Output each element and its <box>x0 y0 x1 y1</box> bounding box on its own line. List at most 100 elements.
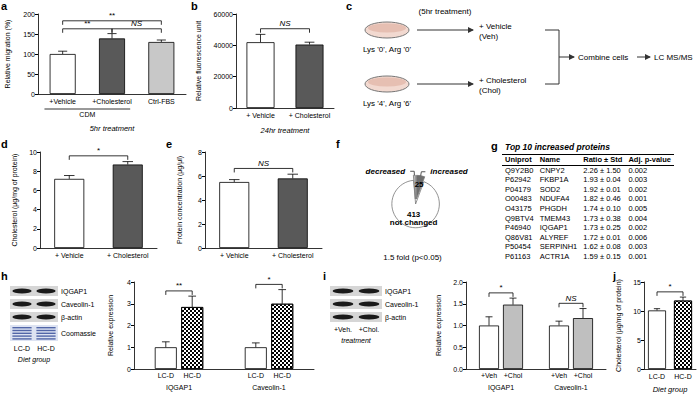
svg-text:+ Cholesterol: + Cholesterol <box>107 252 149 259</box>
svg-text:2: 2 <box>127 322 131 329</box>
svg-text:LC MS/MS: LC MS/MS <box>654 53 693 62</box>
svg-text:1: 1 <box>127 344 131 351</box>
svg-text:*: * <box>97 146 100 155</box>
svg-text:1.0: 1.0 <box>453 322 463 329</box>
svg-text:0: 0 <box>229 105 233 112</box>
svg-text:HC-D: HC-D <box>273 372 291 379</box>
svg-text:decreased: decreased <box>366 167 407 176</box>
svg-text:0: 0 <box>31 91 35 98</box>
svg-text:+Chol: +Chol <box>574 372 593 379</box>
svg-text:+ Vehicle: + Vehicle <box>55 252 84 259</box>
svg-text:LC-D: LC-D <box>14 345 30 352</box>
svg-text:*: * <box>267 275 270 284</box>
svg-text:3: 3 <box>127 300 131 307</box>
svg-text:NS: NS <box>279 19 291 28</box>
svg-text:0: 0 <box>198 245 202 252</box>
svg-text:0: 0 <box>127 366 131 373</box>
svg-text:treatment: treatment <box>341 337 372 344</box>
svg-text:0.5: 0.5 <box>453 344 463 351</box>
svg-text:+Veh: +Veh <box>551 372 567 379</box>
svg-text:β-actin: β-actin <box>385 314 406 322</box>
svg-text:not changed: not changed <box>390 218 438 227</box>
svg-text:NS: NS <box>131 19 143 28</box>
svg-text:increased: increased <box>430 167 468 176</box>
svg-text:+ Cholesterol: + Cholesterol <box>289 112 331 119</box>
svg-text:NS: NS <box>258 159 270 168</box>
svg-text:β-actin: β-actin <box>61 314 82 322</box>
svg-text:2: 2 <box>198 221 202 228</box>
svg-text:Relative migration (%): Relative migration (%) <box>4 20 12 89</box>
svg-text:Cholesterol (μg/mg of protein): Cholesterol (μg/mg of protein) <box>615 279 623 372</box>
svg-text:10: 10 <box>29 149 37 156</box>
svg-text:IQGAP1: IQGAP1 <box>385 288 411 296</box>
svg-text:2: 2 <box>33 225 37 232</box>
svg-text:40000: 40000 <box>214 42 234 49</box>
svg-text:*: * <box>499 283 502 292</box>
svg-text:4: 4 <box>127 279 131 286</box>
svg-text:Lys '4', Arg '6': Lys '4', Arg '6' <box>363 99 412 108</box>
svg-text:+Veh: +Veh <box>481 372 497 379</box>
svg-text:15: 15 <box>633 279 641 286</box>
svg-text:25: 25 <box>415 180 424 189</box>
svg-text:Caveolin-1: Caveolin-1 <box>61 301 95 308</box>
svg-text:HC-D: HC-D <box>183 372 201 379</box>
svg-text:LC-D: LC-D <box>649 373 665 380</box>
svg-text:4: 4 <box>198 197 202 204</box>
svg-text:IQGAP1: IQGAP1 <box>61 288 87 296</box>
svg-text:Relative fluorescence unit: Relative fluorescence unit <box>195 21 202 101</box>
svg-text:+Chol.: +Chol. <box>359 326 379 333</box>
svg-text:8: 8 <box>198 149 202 156</box>
svg-text:200: 200 <box>23 11 35 18</box>
svg-text:Relative expression: Relative expression <box>107 295 115 356</box>
svg-text:HC-D: HC-D <box>37 345 55 352</box>
svg-text:HC-D: HC-D <box>674 373 692 380</box>
svg-text:+ Vehicle: + Vehicle <box>220 252 249 259</box>
svg-text:Caveolin-1: Caveolin-1 <box>252 384 286 391</box>
svg-text:24hr treatment: 24hr treatment <box>260 126 311 135</box>
svg-text:CDM: CDM <box>79 111 95 118</box>
svg-text:0: 0 <box>33 245 37 252</box>
svg-text:+Chol: +Chol <box>504 372 523 379</box>
svg-text:LC-D: LC-D <box>248 372 264 379</box>
svg-text:100: 100 <box>23 51 35 58</box>
svg-text:Ctrl-FBS: Ctrl-FBS <box>148 98 175 105</box>
svg-text:6: 6 <box>198 173 202 180</box>
svg-text:5hr treatment: 5hr treatment <box>90 124 136 133</box>
svg-text:1.5: 1.5 <box>453 300 463 307</box>
svg-text:+Vehicle: +Vehicle <box>49 98 76 105</box>
svg-text:+ Cholesterol: + Cholesterol <box>479 76 527 85</box>
svg-text:(5hr treatment): (5hr treatment) <box>419 7 472 16</box>
svg-text:*: * <box>668 282 671 291</box>
svg-text:+ Cholesterol: + Cholesterol <box>272 252 314 259</box>
svg-text:Caveolin-1: Caveolin-1 <box>554 384 588 391</box>
svg-text:2.0: 2.0 <box>453 279 463 286</box>
svg-text:Diet group: Diet group <box>653 385 688 394</box>
svg-text:5: 5 <box>637 337 641 344</box>
svg-text:Relative expression: Relative expression <box>435 295 443 356</box>
svg-text:(Veh): (Veh) <box>479 32 498 41</box>
svg-text:60000: 60000 <box>214 11 234 18</box>
svg-text:20000: 20000 <box>214 73 234 80</box>
svg-text:IQGAP1: IQGAP1 <box>488 384 514 392</box>
svg-text:Protein concentration (μg/μl): Protein concentration (μg/μl) <box>176 156 184 244</box>
svg-text:IQGAP1: IQGAP1 <box>166 384 192 392</box>
svg-text:Combine cells: Combine cells <box>578 53 628 62</box>
svg-text:0: 0 <box>637 366 641 373</box>
svg-text:50: 50 <box>27 71 35 78</box>
svg-text:Caveolin-1: Caveolin-1 <box>385 301 419 308</box>
svg-text:(Chol): (Chol) <box>479 86 501 95</box>
svg-text:+Cholesterol: +Cholesterol <box>92 98 132 105</box>
svg-text:Coomassie: Coomassie <box>61 330 96 337</box>
svg-text:Cholesterol (μg/mg of protein): Cholesterol (μg/mg of protein) <box>11 154 19 247</box>
svg-text:+ Vehicle: + Vehicle <box>479 22 512 31</box>
svg-text:+ Vehicle: + Vehicle <box>246 112 275 119</box>
svg-text:Lys '0', Arg '0': Lys '0', Arg '0' <box>363 45 412 54</box>
svg-text:150: 150 <box>23 31 35 38</box>
svg-text:10: 10 <box>633 308 641 315</box>
svg-text:**: ** <box>109 11 115 20</box>
svg-text:0.0: 0.0 <box>453 366 463 373</box>
svg-text:**: ** <box>176 281 182 290</box>
svg-text:6: 6 <box>33 187 37 194</box>
svg-text:4: 4 <box>33 206 37 213</box>
svg-text:LC-D: LC-D <box>158 372 174 379</box>
